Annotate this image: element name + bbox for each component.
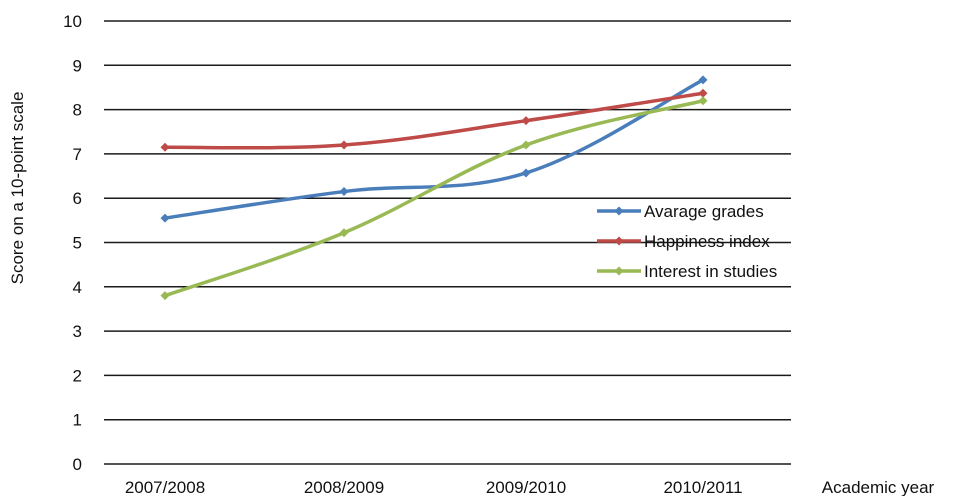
series-markers [160,75,708,301]
y-tick-label: 10 [63,12,82,31]
legend-marker [614,206,624,216]
y-tick-label: 6 [73,189,82,208]
y-tick-label: 4 [73,278,82,297]
gridlines [104,20,791,465]
y-tick-labels: 0 1 2 3 4 5 6 7 8 9 10 [63,12,82,474]
series-line-2 [163,98,705,298]
y-tick-label: 8 [73,101,82,120]
x-tick-label: 2007/2008 [125,478,205,496]
legend-label: Avarage grades [644,202,764,221]
x-tick-label: 2009/2010 [486,478,566,496]
data-point [339,228,349,238]
x-tick-label: 2010/2011 [663,478,742,496]
y-tick-label: 9 [73,56,82,75]
legend: Avarage grades Happiness index Interest in… [597,202,777,281]
data-point [698,88,708,98]
series-line-0 [163,78,705,220]
data-point [698,96,708,106]
y-tick-label: 0 [73,455,82,474]
data-point [521,116,531,126]
legend-marker [614,266,624,276]
y-tick-label: 7 [73,145,82,164]
data-point [160,213,170,223]
data-point [339,140,349,150]
data-point [160,291,170,301]
legend-label: Interest in studies [644,262,777,281]
data-point [160,142,170,152]
y-tick-label: 3 [73,322,82,341]
x-tick-label: 2008/2009 [304,478,384,496]
y-tick-label: 2 [73,366,82,385]
x-axis-title: Academic year [822,478,935,496]
data-point [698,75,708,85]
data-point [521,140,531,150]
legend-marker [614,236,624,246]
series-line-1 [163,91,705,150]
legend-label: Happiness index [644,232,770,251]
y-axis-title: Score on a 10-point scale [8,92,27,285]
data-point [521,168,531,178]
x-tick-labels: 2007/2008 2008/2009 2009/2010 2010/2011 [125,478,743,497]
series-lines [163,78,705,298]
data-point [339,187,349,197]
y-tick-label: 5 [73,234,82,253]
y-tick-label: 1 [73,411,82,430]
